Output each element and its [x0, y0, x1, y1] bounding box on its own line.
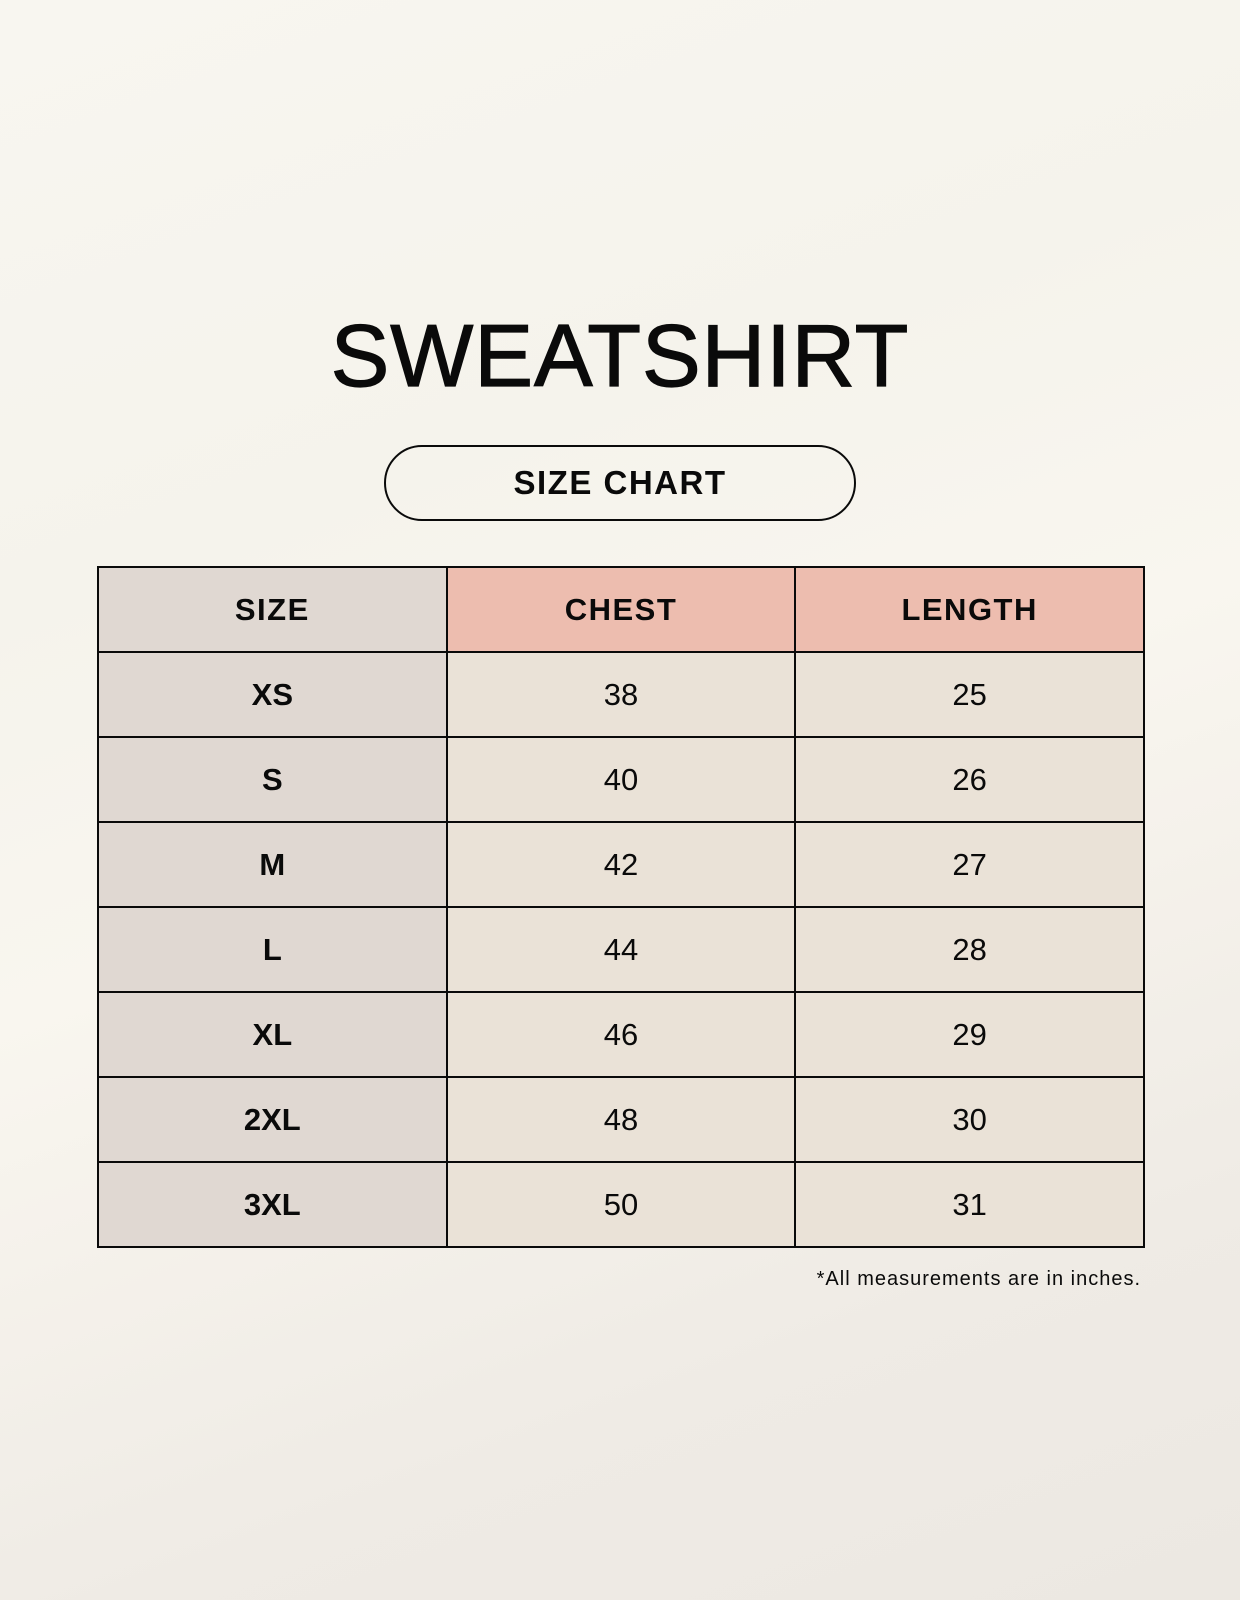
- header-chest: CHEST: [445, 566, 797, 653]
- table-row: S 40 26: [97, 736, 1145, 823]
- cell-length: 27: [794, 821, 1145, 908]
- cell-chest: 38: [445, 651, 797, 738]
- footnote: *All measurements are in inches.: [816, 1268, 1141, 1290]
- table-row: XS 38 25: [97, 651, 1145, 738]
- cell-size: XS: [97, 651, 448, 738]
- cell-chest: 44: [445, 906, 797, 993]
- cell-size: S: [97, 736, 448, 823]
- cell-chest: 50: [445, 1161, 797, 1248]
- cell-chest: 48: [445, 1076, 797, 1163]
- cell-size: 3XL: [97, 1161, 448, 1248]
- cell-chest: 46: [445, 991, 797, 1078]
- cell-length: 26: [794, 736, 1145, 823]
- size-table: SIZE CHEST LENGTH XS 38 25 S 40 26 M 42 27 L 44 28 X…: [97, 566, 1145, 1248]
- cell-size: XL: [97, 991, 448, 1078]
- cell-length: 30: [794, 1076, 1145, 1163]
- cell-length: 31: [794, 1161, 1145, 1248]
- cell-chest: 40: [445, 736, 797, 823]
- cell-size: L: [97, 906, 448, 993]
- page-title: SWEATSHIRT: [330, 305, 910, 405]
- table-row: XL 46 29: [97, 991, 1145, 1078]
- header-size: SIZE: [97, 566, 448, 653]
- cell-chest: 42: [445, 821, 797, 908]
- table-row: M 42 27: [97, 821, 1145, 908]
- cell-length: 25: [794, 651, 1145, 738]
- table-header-row: SIZE CHEST LENGTH: [97, 566, 1145, 653]
- cell-length: 29: [794, 991, 1145, 1078]
- table-row: 3XL 50 31: [97, 1161, 1145, 1248]
- cell-length: 28: [794, 906, 1145, 993]
- header-length: LENGTH: [794, 566, 1145, 653]
- cell-size: M: [97, 821, 448, 908]
- table-row: 2XL 48 30: [97, 1076, 1145, 1163]
- size-chart-badge: SIZE CHART: [384, 445, 856, 521]
- cell-size: 2XL: [97, 1076, 448, 1163]
- table-row: L 44 28: [97, 906, 1145, 993]
